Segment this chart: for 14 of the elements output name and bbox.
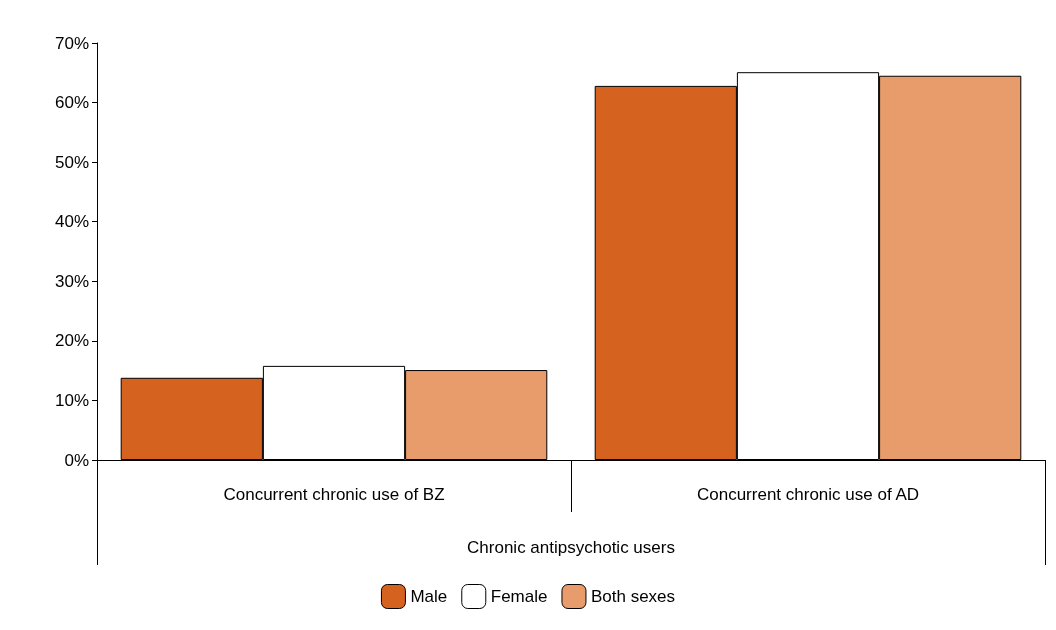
y-tick-label: 50% [54,152,89,172]
y-tick-label: 10% [54,390,89,410]
y-tick-label: 70% [54,33,89,53]
y-tick-label: 30% [54,271,89,291]
x-axis-title: Chronic antipsychotic users [467,538,675,557]
y-tick-label: 40% [54,212,89,232]
y-tick-label: 20% [54,331,89,351]
legend-label: Both sexes [590,587,676,606]
legend-label: Female [490,587,548,606]
x-tick-label: Concurrent chronic use of BZ [223,485,445,504]
y-tick-label: 0% [64,450,89,470]
y-tick-label: 60% [54,93,89,113]
legend-label: Male [410,587,448,606]
x-tick-label: Concurrent chronic use of AD [696,485,920,504]
